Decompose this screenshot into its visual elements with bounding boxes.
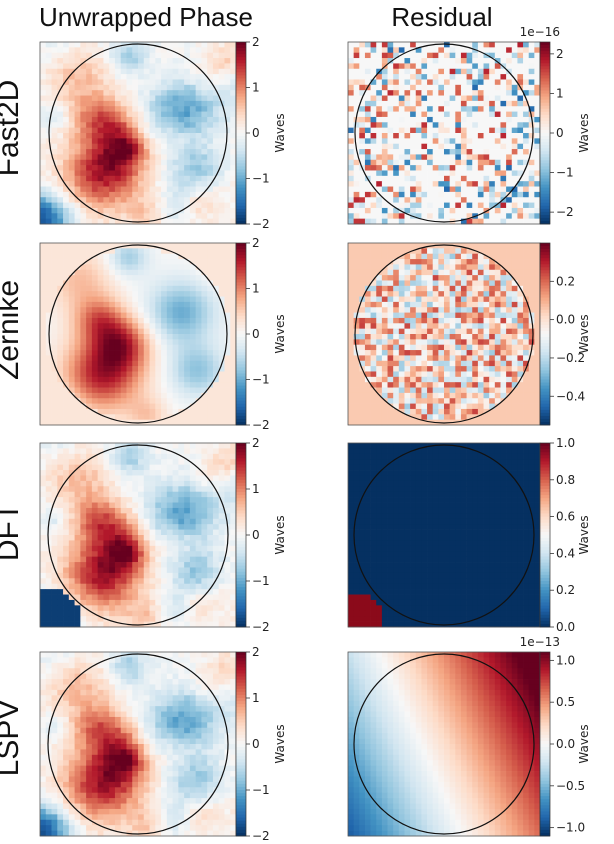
column-title-residual: Residual	[391, 2, 493, 32]
aperture-circle	[354, 244, 534, 424]
colorbar-label: Waves	[273, 724, 287, 763]
column-title-unwrapped-phase: Unwrapped Phase	[39, 2, 253, 32]
colorbar-tick-label: −1	[252, 172, 270, 186]
aperture-circle	[47, 444, 229, 626]
colorbar-tick-label: −2	[252, 418, 270, 432]
colorbar-tick-label: −0.4	[556, 389, 585, 403]
colorbar-offset: 1e−13	[520, 635, 560, 649]
colorbar-tick-label: 0	[252, 327, 260, 341]
heatmap-fast2d-phase	[39, 41, 237, 225]
colorbar-tick-label: 2	[252, 645, 260, 659]
colorbar-tick-label: 0.2	[556, 274, 575, 288]
colorbar-label: Waves	[577, 724, 591, 763]
colorbar-tick-label: −1	[252, 574, 270, 588]
aperture-circle	[47, 653, 229, 835]
colorbar-tick-label: −0.2	[556, 351, 585, 365]
colorbar-tick-label: 0.8	[556, 473, 575, 487]
colorbar-label: Waves	[273, 515, 287, 554]
colorbar-fast2d-residual: 2 1 0 −1 −2 Waves 1e−16	[520, 25, 591, 225]
colorbar-tick-label: −2	[252, 620, 270, 634]
colorbar-tick-label: 0	[556, 126, 564, 140]
colorbar-tick-label: 2	[556, 47, 564, 61]
colorbar-fast2d-phase: 2 1 0 −1 −2 Waves	[235, 35, 287, 231]
colorbar-tick-label: 0.6	[556, 510, 575, 524]
colorbar-tick-label: −1	[252, 783, 270, 797]
colorbar-tick-label: 2	[252, 35, 260, 49]
colorbar-tick-label: 1	[252, 482, 260, 496]
colorbar-tick-label: 1	[252, 81, 260, 95]
colorbar-label: Waves	[273, 113, 287, 152]
heatmap-fast2d-residual	[347, 41, 541, 225]
colorbar-tick-label: 0.0	[556, 620, 575, 634]
colorbar-tick-label: 2	[252, 436, 260, 450]
colorbar-tick-label: −2	[252, 829, 270, 843]
colorbar-tick-label: 1	[252, 691, 260, 705]
colorbar-offset: 1e−16	[520, 25, 560, 39]
colorbar-tick-label: −0.5	[556, 779, 585, 793]
colorbar-tick-label: 0	[252, 528, 260, 542]
colorbar-label: Waves	[577, 515, 591, 554]
colorbar-dft-residual: 1.0 0.8 0.6 0.4 0.2 0.0 Waves	[539, 436, 591, 634]
colorbar-tick-label: 0	[252, 126, 260, 140]
aperture-circle	[354, 43, 534, 223]
colorbar-dft-phase: 2 1 0 −1 −2 Waves	[235, 436, 287, 634]
heatmap-lspv-phase	[39, 651, 237, 837]
colorbar-lspv-phase: 2 1 0 −1 −2 Waves	[235, 645, 287, 843]
aperture-circle	[353, 444, 535, 626]
colorbar-tick-label: 0.0	[556, 313, 575, 327]
colorbar-tick-label: 0.2	[556, 583, 575, 597]
aperture-circle	[48, 244, 228, 424]
colorbar-tick-label: 1.0	[556, 436, 575, 450]
colorbar-label: Waves	[273, 314, 287, 353]
colorbar-zernike-residual: 0.2 0.0 −0.2 −0.4 Waves	[539, 242, 591, 426]
aperture-circle	[48, 43, 228, 223]
aperture-circle	[353, 653, 535, 835]
colorbar-tick-label: −2	[252, 217, 270, 231]
colorbar-tick-label: 0.5	[556, 695, 575, 709]
heatmap-dft-residual	[347, 442, 541, 628]
colorbar-lspv-residual: 1.0 0.5 0.0 −0.5 −1.0 Waves 1e−13	[520, 635, 591, 837]
heatmap-zernike-phase	[39, 242, 237, 426]
colorbar-tick-label: 1.0	[556, 653, 575, 667]
heatmap-zernike-residual	[347, 242, 541, 426]
colorbar-tick-label: 0	[252, 737, 260, 751]
heatmap-dft-phase	[39, 442, 237, 628]
colorbar-tick-label: −1	[556, 166, 574, 180]
colorbar-label: Waves	[577, 113, 591, 152]
colorbar-tick-label: 1	[252, 282, 260, 296]
colorbar-tick-label: −1	[252, 373, 270, 387]
colorbar-tick-label: 2	[252, 236, 260, 250]
colorbar-tick-label: −1.0	[556, 821, 585, 835]
colorbar-zernike-phase: 2 1 0 −1 −2 Waves	[235, 236, 287, 432]
colorbar-label: Waves	[577, 314, 591, 353]
colorbar-tick-label: −2	[556, 205, 574, 219]
colorbar-tick-label: 0.0	[556, 737, 575, 751]
colorbar-tick-label: 0.4	[556, 546, 575, 560]
colorbar-tick-label: 1	[556, 86, 564, 100]
heatmap-lspv-residual	[347, 651, 541, 837]
